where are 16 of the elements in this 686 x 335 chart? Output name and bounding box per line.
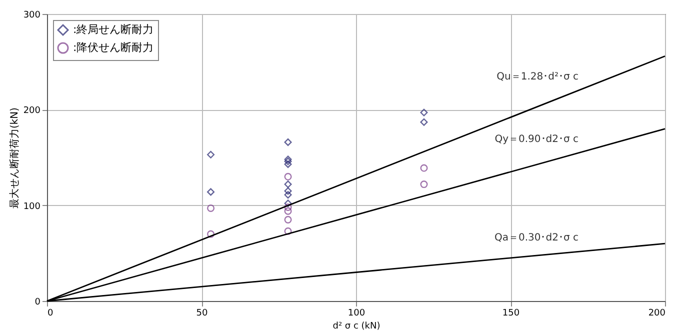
x-tick-label: 100 <box>348 308 366 318</box>
legend-label: :終局せん断耐力 <box>73 23 154 36</box>
y-axis-title: 最大せん断耐荷力(kN) <box>8 107 20 209</box>
x-tick-label: 200 <box>648 308 666 318</box>
x-axis-title: d² σ c (kN) <box>332 322 380 332</box>
x-tick-label: 50 <box>196 308 208 318</box>
y-tick-label: 300 <box>23 10 41 20</box>
x-tick-label: 0 <box>48 308 54 318</box>
y-tick-label: 200 <box>23 106 41 116</box>
y-tick-label: 0 <box>34 298 41 308</box>
y-tick-label: 100 <box>23 202 41 212</box>
series-label: Qy＝0.90･d2･σ c <box>494 134 578 145</box>
x-tick-label: 150 <box>502 308 520 318</box>
series-label: Qa＝0.30･d2･σ c <box>494 232 578 244</box>
series-label: Qu＝1.28･d²･σ c <box>496 71 578 82</box>
legend-label: :降伏せん断耐力 <box>73 41 154 54</box>
